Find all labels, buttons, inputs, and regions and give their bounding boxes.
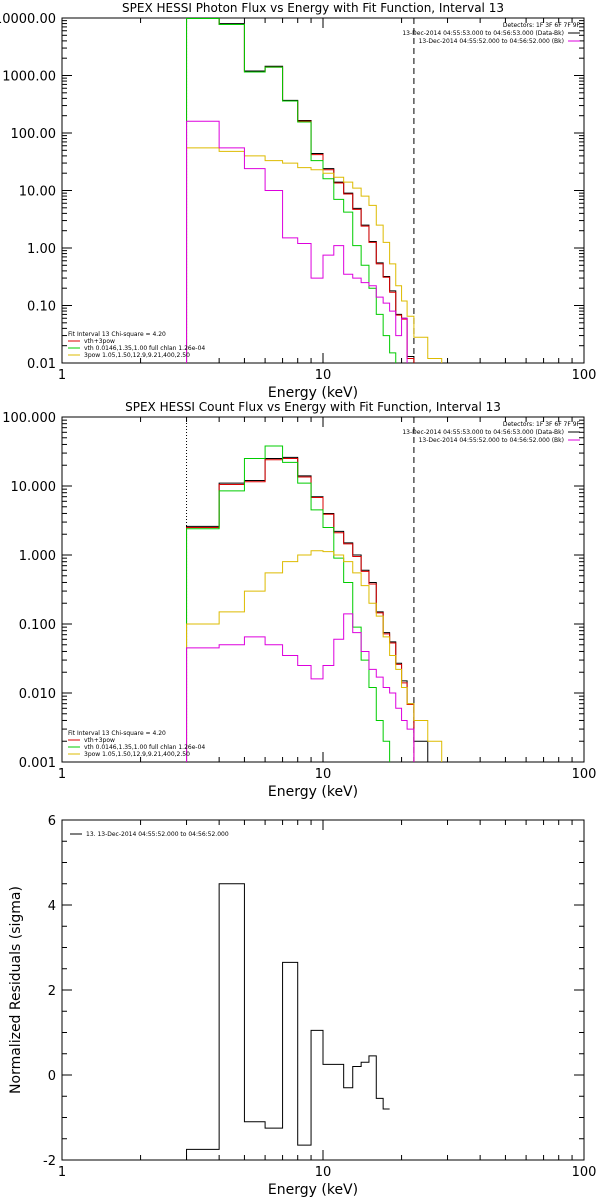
plot-frame [61, 17, 585, 364]
x-tick-label: 10 [315, 1165, 332, 1180]
y-axis-label: Normalized Residuals (sigma) [8, 886, 24, 1094]
y-tick-label: 1.00 [27, 242, 56, 257]
x-tick-label: 100 [572, 767, 597, 782]
chart-1: SPEX HESSI Photon Flux vs Energy with Fi… [0, 1, 596, 401]
y-tick-label: 1000.00 [2, 70, 56, 85]
chart-title: SPEX HESSI Count Flux vs Energy with Fit… [125, 400, 501, 414]
y-tick-label: 10.000 [11, 480, 57, 495]
y-tick-label: 4 [48, 899, 56, 914]
chart-title: SPEX HESSI Photon Flux vs Energy with Fi… [122, 1, 504, 15]
chart-2: SPEX HESSI Count Flux vs Energy with Fit… [2, 400, 596, 800]
y-tick-label: 1.000 [19, 549, 56, 564]
x-tick-label: 1 [58, 368, 66, 383]
series-line-3 [186, 18, 397, 363]
header-line-text: 13-Dec-2014 04:55:52.000 to 04:56:52.000… [419, 437, 564, 444]
x-tick-label: 100 [572, 1165, 597, 1180]
x-tick-label: 10 [315, 368, 332, 383]
x-tick-label: 10 [315, 767, 332, 782]
y-tick-label: 0.01 [27, 357, 56, 372]
series-line-2 [186, 458, 415, 762]
legend-entry: vth 0.0146,1.35,1.00 full chlan 1.26e-04 [84, 744, 205, 751]
legend-entry: 3pow 1.05,1.50,12.9,9.21,400,2.50 [84, 751, 190, 758]
legend-entry: vth+3pow [84, 737, 115, 744]
x-axis-label: Energy (keV) [268, 784, 358, 800]
series-line-3 [186, 445, 391, 762]
plot-frame [61, 819, 585, 1161]
header-line-text: 13-Dec-2014 04:55:53.000 to 04:56:53.000… [402, 30, 564, 37]
header-line-text: 13-Dec-2014 04:55:52.000 to 04:56:52.000… [419, 38, 564, 45]
x-tick-label: 1 [58, 767, 66, 782]
x-axis-label: Energy (keV) [268, 385, 358, 401]
y-tick-label: 0.010 [19, 687, 56, 702]
y-tick-label: 6 [48, 814, 56, 829]
y-tick-label: 2 [48, 984, 56, 999]
legend-header: Fit Interval 13 Chi-square = 4.20 [68, 331, 166, 338]
y-tick-label: 100.000 [2, 411, 56, 426]
series-line-4 [186, 147, 443, 363]
series-line-1 [186, 456, 429, 762]
header-line-text: 13-Dec-2014 04:55:53.000 to 04:56:53.000… [402, 429, 564, 436]
y-tick-label: -2 [43, 1154, 56, 1169]
legend-entry: vth+3pow [84, 338, 115, 345]
plot-frame [61, 416, 585, 763]
series-line-1 [186, 883, 390, 1160]
x-tick-label: 100 [572, 368, 597, 383]
y-tick-label: 0 [48, 1069, 56, 1084]
x-tick-label: 1 [58, 1165, 66, 1180]
legend-entry: 3pow 1.05,1.50,12.9,9.21,400,2.50 [84, 352, 190, 359]
detectors-label: Detectors: 1F 3F 6F 7F 9F [503, 22, 581, 29]
y-tick-label: 0.100 [19, 618, 56, 633]
x-axis-label: Energy (keV) [268, 1182, 358, 1198]
y-tick-label: 10.00 [19, 185, 56, 200]
legend-header: Fit Interval 13 Chi-square = 4.20 [68, 730, 166, 737]
y-tick-label: 10000.00 [0, 12, 56, 27]
series-line-5 [186, 120, 408, 363]
series-line-1 [186, 18, 415, 363]
series-line-4 [186, 550, 443, 762]
chart-3: 1 10 100 -2 0 2 4 6 Energy (keV) Normalized Resid… [8, 814, 596, 1198]
series-line-2 [186, 18, 415, 363]
legend-entry: 13. 13-Dec-2014 04:55:52.000 to 04:56:52… [86, 831, 229, 838]
y-tick-label: 0.10 [27, 300, 56, 315]
series-line-5 [186, 613, 415, 762]
legend-entry: vth 0.0146,1.35,1.00 full chlan 1.26e-04 [84, 345, 205, 352]
y-tick-label: 0.001 [19, 756, 56, 771]
y-tick-label: 100.00 [11, 127, 57, 142]
detectors-label: Detectors: 1F 3F 6F 7F 9F [503, 421, 581, 428]
